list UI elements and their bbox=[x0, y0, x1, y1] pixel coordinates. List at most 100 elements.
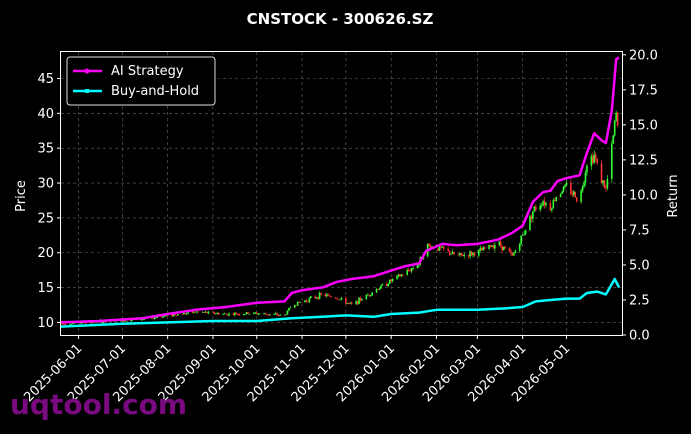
candle-body bbox=[130, 319, 132, 322]
candle-body bbox=[314, 296, 317, 298]
candle-body bbox=[453, 251, 455, 255]
candle-body bbox=[348, 302, 350, 304]
candle-body bbox=[540, 205, 543, 207]
candle-body bbox=[499, 241, 502, 246]
candle-body bbox=[584, 172, 587, 183]
candle-body bbox=[346, 302, 349, 304]
candle-body bbox=[283, 314, 286, 316]
candle-body bbox=[245, 312, 248, 315]
candle-body bbox=[161, 317, 163, 318]
y-tick-label: 10 bbox=[37, 316, 54, 331]
candle-body bbox=[80, 323, 83, 324]
candle-body bbox=[513, 252, 515, 256]
candle-body bbox=[359, 297, 362, 301]
candle-body bbox=[63, 323, 65, 325]
candle-body bbox=[223, 313, 226, 315]
candle-body bbox=[296, 301, 299, 306]
candle-body bbox=[378, 288, 381, 290]
y2-tick-label: 17.5 bbox=[629, 83, 658, 98]
candle-body bbox=[469, 251, 471, 257]
series-lines bbox=[60, 56, 621, 328]
candle-body bbox=[225, 313, 227, 315]
candle-body bbox=[416, 265, 419, 269]
candle-body bbox=[358, 297, 360, 305]
y-tick-label: 40 bbox=[37, 107, 54, 122]
y-tick-label: 45 bbox=[37, 72, 54, 87]
candle-body bbox=[473, 252, 476, 256]
candle-body bbox=[184, 313, 186, 315]
candle-body bbox=[289, 307, 292, 309]
candle-body bbox=[551, 208, 553, 211]
legend-box bbox=[66, 56, 216, 106]
candle-body bbox=[387, 283, 390, 287]
candle-body bbox=[286, 310, 289, 315]
candle-body bbox=[236, 314, 239, 315]
candle-body bbox=[451, 251, 454, 255]
candle-body bbox=[267, 314, 270, 316]
candle-body bbox=[293, 305, 296, 308]
candle-body bbox=[488, 244, 490, 249]
candle-body bbox=[156, 317, 159, 318]
candle-body bbox=[390, 279, 392, 282]
candle-body bbox=[185, 313, 188, 315]
candle-body bbox=[264, 313, 267, 315]
candle-body bbox=[521, 234, 524, 236]
candle-body bbox=[555, 196, 558, 201]
candle-body bbox=[616, 112, 619, 126]
candle-body bbox=[102, 321, 105, 324]
candle-body bbox=[381, 283, 384, 286]
candle-body bbox=[514, 250, 517, 253]
candle-body bbox=[279, 314, 281, 316]
candle-body bbox=[397, 274, 400, 277]
candle-body bbox=[580, 191, 582, 202]
candle-body bbox=[368, 294, 371, 296]
candle-body bbox=[124, 320, 127, 322]
candle-body bbox=[545, 202, 547, 206]
candle-body bbox=[457, 254, 460, 256]
candle-body bbox=[298, 301, 300, 303]
candle-body bbox=[71, 323, 74, 325]
candle-body bbox=[542, 201, 544, 206]
candle-body bbox=[396, 276, 398, 279]
y-axis-right: 0.0 2.5 5.0 7.5 10.0 12.5 15.0 17.5 20.0 bbox=[622, 48, 658, 344]
candle-body bbox=[371, 292, 373, 296]
candle-body bbox=[441, 246, 444, 248]
candle-body bbox=[510, 251, 512, 254]
candle-body bbox=[194, 311, 197, 313]
candle-body bbox=[90, 322, 93, 324]
legend-marker-ai-strategy bbox=[84, 68, 90, 74]
candle-body bbox=[163, 315, 166, 317]
candle-body bbox=[407, 270, 410, 271]
candle-body bbox=[266, 314, 268, 315]
candle-body bbox=[356, 301, 359, 305]
y2-axis-label: Return bbox=[666, 174, 681, 217]
candle-body bbox=[365, 294, 368, 300]
candle-body bbox=[307, 301, 309, 302]
candle-body bbox=[174, 314, 176, 316]
candle-body bbox=[324, 294, 327, 297]
candle-body bbox=[480, 248, 483, 251]
candle-body bbox=[177, 314, 179, 316]
candle-body bbox=[155, 317, 157, 319]
candle-body bbox=[242, 314, 245, 316]
candle-body bbox=[254, 312, 257, 314]
candle-body bbox=[511, 253, 514, 256]
candle-body bbox=[520, 235, 522, 245]
candle-body bbox=[162, 316, 165, 318]
candle-body bbox=[562, 186, 565, 192]
candle-body bbox=[596, 158, 598, 164]
candle-body bbox=[215, 313, 217, 315]
candle-body bbox=[438, 246, 441, 251]
candle-body bbox=[463, 255, 466, 257]
legend-marker-buy-and-hold bbox=[85, 89, 89, 93]
y-tick-label: 35 bbox=[37, 142, 54, 157]
candle-body bbox=[440, 246, 442, 248]
candle-body bbox=[258, 313, 261, 315]
candle-body bbox=[68, 324, 71, 326]
candle-body bbox=[257, 313, 260, 315]
grid bbox=[61, 52, 622, 335]
candle-body bbox=[255, 312, 258, 315]
candle-body bbox=[285, 314, 287, 316]
legend-label-buy-and-hold: Buy-and-Hold bbox=[111, 84, 199, 99]
candle-body bbox=[217, 312, 220, 315]
